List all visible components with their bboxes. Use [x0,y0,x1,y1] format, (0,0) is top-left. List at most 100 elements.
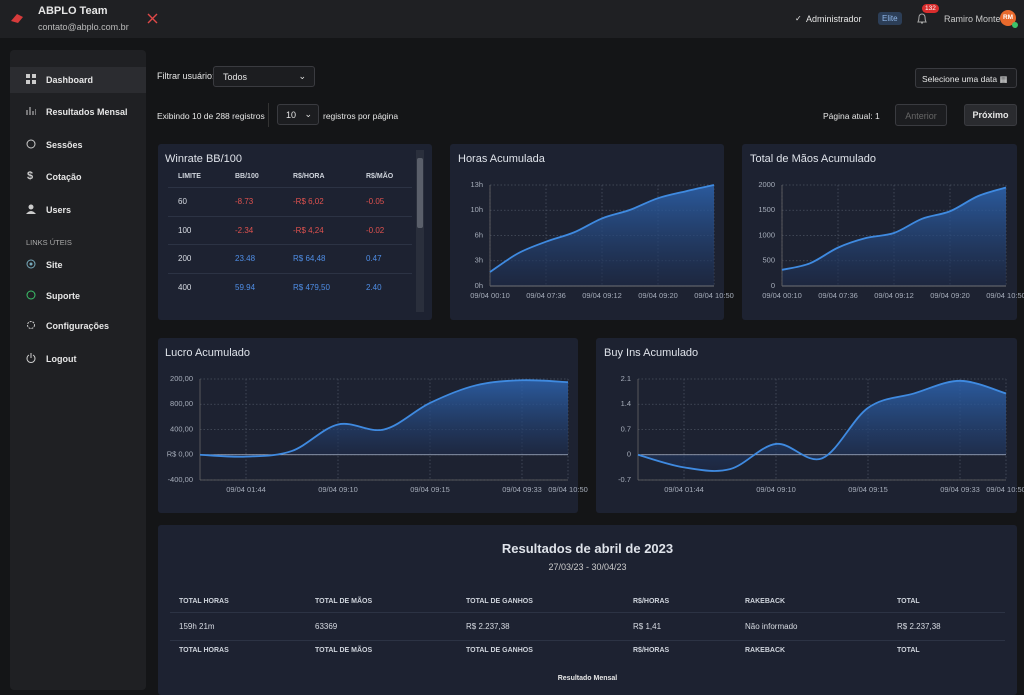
icon [26,204,36,214]
table-cell: 100 [178,225,192,235]
table-footer: R$/HORAS [633,647,670,654]
icon [26,259,36,269]
row-divider [168,187,412,188]
chart-card [158,338,578,513]
scroll-thumb[interactable] [417,158,423,228]
svg-text:$: $ [27,171,33,181]
card-title: Winrate BB/100 [165,153,243,165]
label: Site [46,260,63,270]
table-footer: TOTAL [897,647,920,654]
table-cell: 59.94 [235,282,256,292]
table-cell: -2.34 [235,225,254,235]
table-header: R$/HORA [293,173,325,180]
label: Dashboard [46,75,94,85]
table-header: R$/MÃO [366,173,394,180]
results-title: Resultados de abril de 2023 [501,541,674,556]
menu-item[interactable]: Configurações [10,313,146,339]
table-cell: 2.40 [366,282,382,292]
menu-item[interactable]: Sessões [10,132,146,158]
filter-label: Filtrar usuário: [157,71,215,81]
bell-icon[interactable] [916,12,928,25]
icon [26,353,36,363]
label: Logout [46,354,77,364]
table-header: TOTAL [897,598,920,605]
table-cell: Não informado [745,622,798,631]
table-header: TOTAL DE GANHOS [466,598,533,605]
menu-item[interactable]: Site [10,252,146,278]
menu-item[interactable]: $ Cotação [10,164,146,190]
table-cell: 200 [178,254,192,263]
table-footer: TOTAL DE MÃOS [315,647,373,654]
team-email: contato@abplo.com.br [38,22,129,32]
winrate-card [158,144,432,320]
table-footer: TOTAL HORAS [179,647,229,654]
table-cell: 23.48 [235,254,256,263]
prev-button[interactable]: Anterior [895,104,947,126]
table-cell: 63369 [315,622,338,631]
user-name[interactable]: Ramiro Monte [944,14,1001,24]
menu-item[interactable]: Resultados Mensal [10,99,146,125]
table-cell: 159h 21m [179,622,215,631]
showing-info: Exibindo 10 de 288 registros [157,111,265,121]
table-cell: 400 [178,282,192,292]
date-button[interactable]: Selecione uma data ▦ [915,68,1017,88]
chart-card [742,144,1017,320]
table-cell: -0.02 [366,225,385,235]
chevron: ⌄ [298,71,306,81]
sidebar [10,50,146,690]
icon: $ [27,171,33,181]
chart-card [596,338,1017,513]
next-button[interactable]: Próximo [964,104,1017,126]
menu-item[interactable]: Logout [10,346,146,372]
close-button[interactable] [147,13,158,24]
table-cell: -0.05 [366,197,385,206]
label: Sessões [46,140,83,150]
card-title: Horas Acumulada [458,153,545,165]
team-name: ABPLO Team [38,5,108,17]
icon [26,107,36,115]
label: Suporte [46,291,81,301]
table-header: R$/HORAS [633,598,670,605]
table-header: TOTAL DE MÃOS [315,598,373,605]
logo [11,14,23,23]
table-header: RAKEBACK [745,598,786,605]
section-title: LINKS ÚTEIS [26,238,72,247]
table-header: BB/100 [235,173,259,180]
online-dot [1012,22,1018,28]
elite-badge: Elite [878,12,902,25]
table-cell: -R$ 4,24 [293,225,324,235]
table-header: TOTAL HORAS [179,598,229,605]
menu-item[interactable]: Suporte [10,283,146,309]
table-cell: -R$ 6,02 [293,197,324,206]
table-cell: R$ 2.237,38 [466,622,510,631]
row-divider [168,244,412,245]
results-subtitle: Resultado Mensal [557,675,618,682]
chevron: ⌄ [304,109,312,119]
results-period: 27/03/23 - 30/04/23 [548,562,627,572]
menu-item[interactable]: Users [10,197,146,223]
icon [26,139,36,149]
row-divider [168,215,412,217]
notification-count: 132 [922,4,939,13]
table-cell: R$ 2.237,38 [897,622,941,631]
user-select[interactable]: Todos ⌄ [213,66,315,87]
label: Cotação [46,172,82,182]
check-icon: ✓ [795,14,802,23]
select-value: Todos [223,72,248,82]
row-divider [170,640,1005,641]
select-value: 10 [286,110,297,120]
table-cell: R$ 64,48 [293,254,326,263]
menu-item[interactable]: Dashboard [10,67,146,93]
chart-card [450,144,724,320]
table-header: LIMITE [178,173,201,180]
label: Resultados Mensal [46,107,128,117]
row-divider [168,272,412,274]
per-page-label: registros por página [323,111,399,121]
label: Selecione uma data [922,74,998,84]
scrollbar[interactable] [416,150,424,312]
role[interactable]: Administrador [806,14,862,24]
table-footer: TOTAL DE GANHOS [466,647,533,654]
per-page-select[interactable]: 10 ⌄ [277,104,319,125]
icon [27,321,35,329]
